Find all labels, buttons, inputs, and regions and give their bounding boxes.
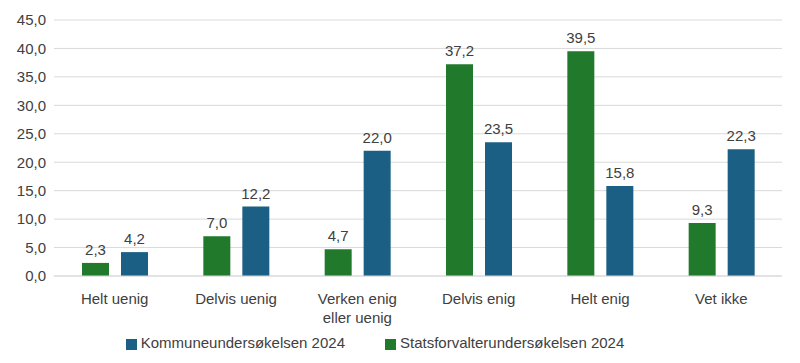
svg-text:9,3: 9,3 [692,201,713,218]
svg-text:40,0: 40,0 [17,40,46,57]
svg-text:39,5: 39,5 [566,29,595,46]
svg-text:37,2: 37,2 [445,42,474,59]
svg-text:5,0: 5,0 [25,239,46,256]
svg-text:10,0: 10,0 [17,210,46,227]
svg-text:Delvis uenig: Delvis uenig [195,290,277,307]
svg-text:25,0: 25,0 [17,125,46,142]
svg-text:15,8: 15,8 [605,164,634,181]
svg-text:30,0: 30,0 [17,97,46,114]
svg-text:20,0: 20,0 [17,154,46,171]
svg-text:22,3: 22,3 [727,127,756,144]
svg-text:23,5: 23,5 [484,120,513,137]
svg-text:15,0: 15,0 [17,182,46,199]
svg-text:7,0: 7,0 [206,214,227,231]
html-text:Kommuneundersøkelsen 2024: Kommuneundersøkelsen 2024 [140,334,345,351]
svg-text:0,0: 0,0 [25,267,46,284]
svg-text:Helt uenig: Helt uenig [81,290,149,307]
svg-text:35,0: 35,0 [17,68,46,85]
svg-text:Verken enigeller uenig: Verken enigeller uenig [318,290,397,326]
svg-text:4,7: 4,7 [328,227,349,244]
svg-text:22,0: 22,0 [363,129,392,146]
svg-text:Helt enig: Helt enig [570,290,629,307]
svg-text:Vet ikke: Vet ikke [695,290,748,307]
svg-text:45,0: 45,0 [17,11,46,28]
html-text:Statsforvalterundersøkelsen 20: Statsforvalterundersøkelsen 2024 [400,334,625,351]
svg-text:Delvis enig: Delvis enig [442,290,515,307]
svg-text:12,2: 12,2 [241,185,270,202]
svg-text:4,2: 4,2 [124,230,145,247]
svg-text:2,3: 2,3 [85,241,106,258]
